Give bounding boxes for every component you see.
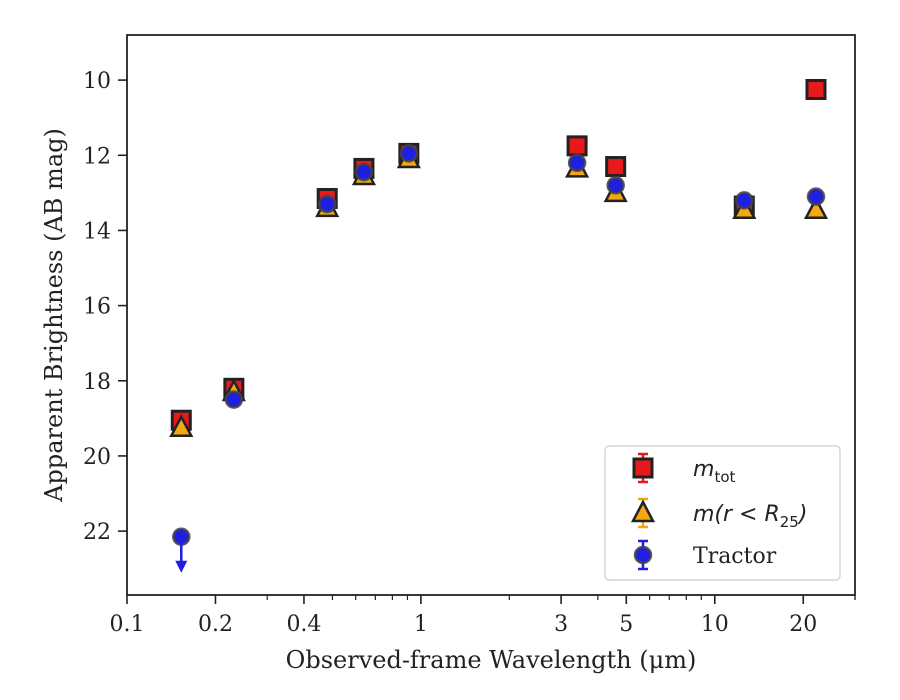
y-tick-label: 10 <box>83 69 111 94</box>
legend-label-math: m <box>693 457 714 482</box>
legend-marker-tractor <box>633 545 653 565</box>
legend-marker-mr25 <box>630 499 656 523</box>
data-layer <box>169 78 829 573</box>
y-tick-label: 12 <box>83 144 111 169</box>
legend-marker-mtot <box>632 457 654 479</box>
data-point-tractor <box>567 153 587 173</box>
x-tick-label: 3 <box>554 612 568 637</box>
y-tick-label: 18 <box>83 370 111 395</box>
y-tick-label: 14 <box>83 219 111 244</box>
legend: mtot m(r < R25) Tractor <box>604 445 841 581</box>
x-tick-label: 1 <box>414 612 428 637</box>
y-tick-label: 20 <box>83 445 111 470</box>
plot-frame <box>126 34 856 596</box>
data-point-tractor <box>399 144 419 163</box>
x-axis-label: Observed-frame Wavelength (μm) <box>286 646 697 674</box>
x-tick-label: 20 <box>789 612 817 637</box>
data-point-mtot <box>566 135 588 157</box>
data-point-tractor <box>735 191 754 210</box>
x-tick-label: 0.4 <box>286 612 321 637</box>
x-tick-label: 10 <box>701 612 729 637</box>
x-tick-label: 5 <box>619 612 633 637</box>
data-point-tractor <box>806 187 826 206</box>
y-tick-label: 22 <box>83 520 111 545</box>
data-point-mtot <box>805 78 827 100</box>
x-tick-label: 0.2 <box>198 612 233 637</box>
y-axis-label: Apparent Brightness (AB mag) <box>40 128 68 503</box>
x-tick-label: 0.1 <box>110 612 145 637</box>
legend-label-mtot: mtot <box>693 457 735 486</box>
legend-label-tractor: Tractor <box>693 544 777 569</box>
legend-label-subscript: tot <box>714 468 735 486</box>
data-point-mtot <box>605 156 627 178</box>
legend-label-subscript: 25 <box>780 513 799 531</box>
legend-label-suffix: ) <box>797 502 808 527</box>
data-point-tractor <box>224 390 244 409</box>
data-point-mr25 <box>803 196 829 220</box>
legend-label-mr25: m(r < R25) <box>693 502 807 531</box>
y-axis: 10 12 14 16 18 20 22 <box>83 69 127 545</box>
legend-label-math: m(r < R <box>693 502 780 527</box>
data-point-tractor <box>317 194 337 214</box>
x-axis: 0.1 0.2 0.4 1 3 5 10 20 <box>110 595 856 637</box>
y-tick-label: 16 <box>83 295 111 320</box>
data-point-mr25 <box>169 414 194 438</box>
data-point-tractor <box>606 176 625 195</box>
legend-box <box>604 445 841 581</box>
data-point-tractor <box>354 162 374 182</box>
upper-limit-arrowhead <box>175 560 188 573</box>
legend-label-text: Tractor <box>693 544 777 569</box>
